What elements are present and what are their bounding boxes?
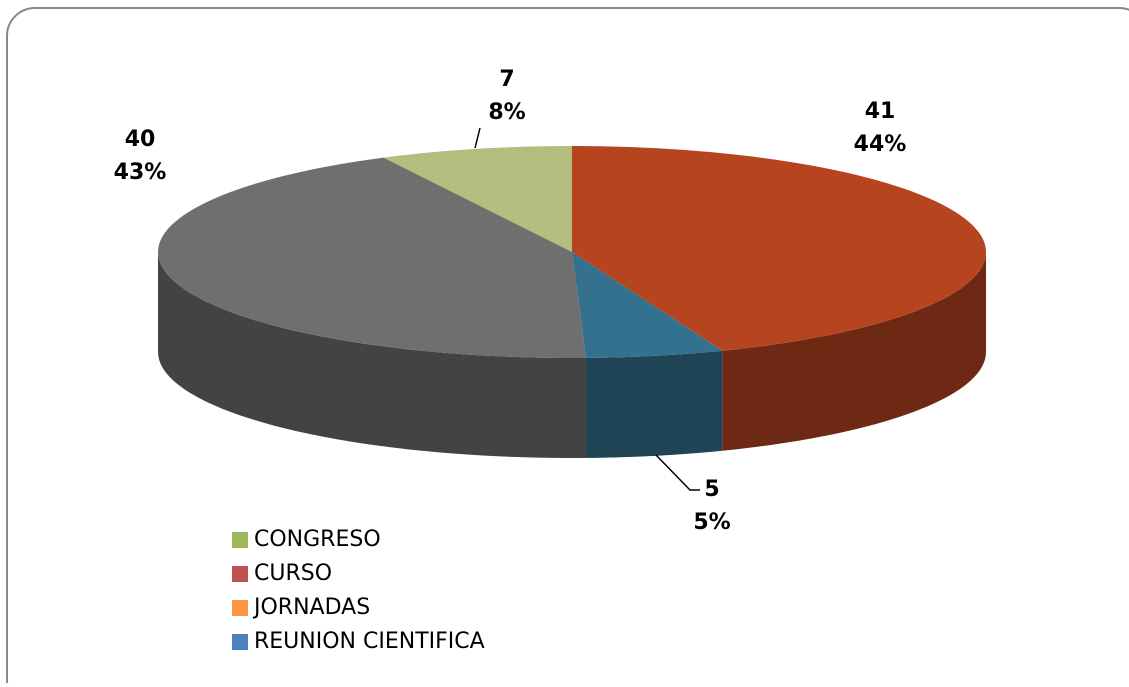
slice-side (158, 252, 586, 458)
data-label: 43% (114, 160, 167, 185)
data-label: 7 (499, 67, 514, 92)
legend-swatch (232, 600, 248, 616)
data-label: 8% (488, 100, 525, 125)
slice-side (722, 252, 986, 451)
legend-swatch (232, 634, 248, 650)
legend-label: CURSO (254, 561, 332, 586)
data-label: 41 (865, 99, 896, 124)
data-label: 5% (693, 510, 730, 535)
legend-label: CONGRESO (254, 527, 381, 552)
legend-label: REUNION CIENTIFICA (254, 629, 485, 654)
leader-line (474, 127, 481, 149)
slice-side (585, 350, 723, 458)
data-label: 5 (704, 477, 719, 502)
data-label: 40 (125, 127, 156, 152)
legend-label: JORNADAS (252, 595, 370, 620)
legend-swatch (232, 532, 248, 548)
data-label: 44% (854, 132, 907, 157)
slice (572, 252, 723, 358)
slice (572, 146, 986, 351)
legend-swatch (232, 566, 248, 582)
slice (383, 146, 572, 252)
slice (158, 157, 586, 358)
leader-line (655, 454, 700, 491)
